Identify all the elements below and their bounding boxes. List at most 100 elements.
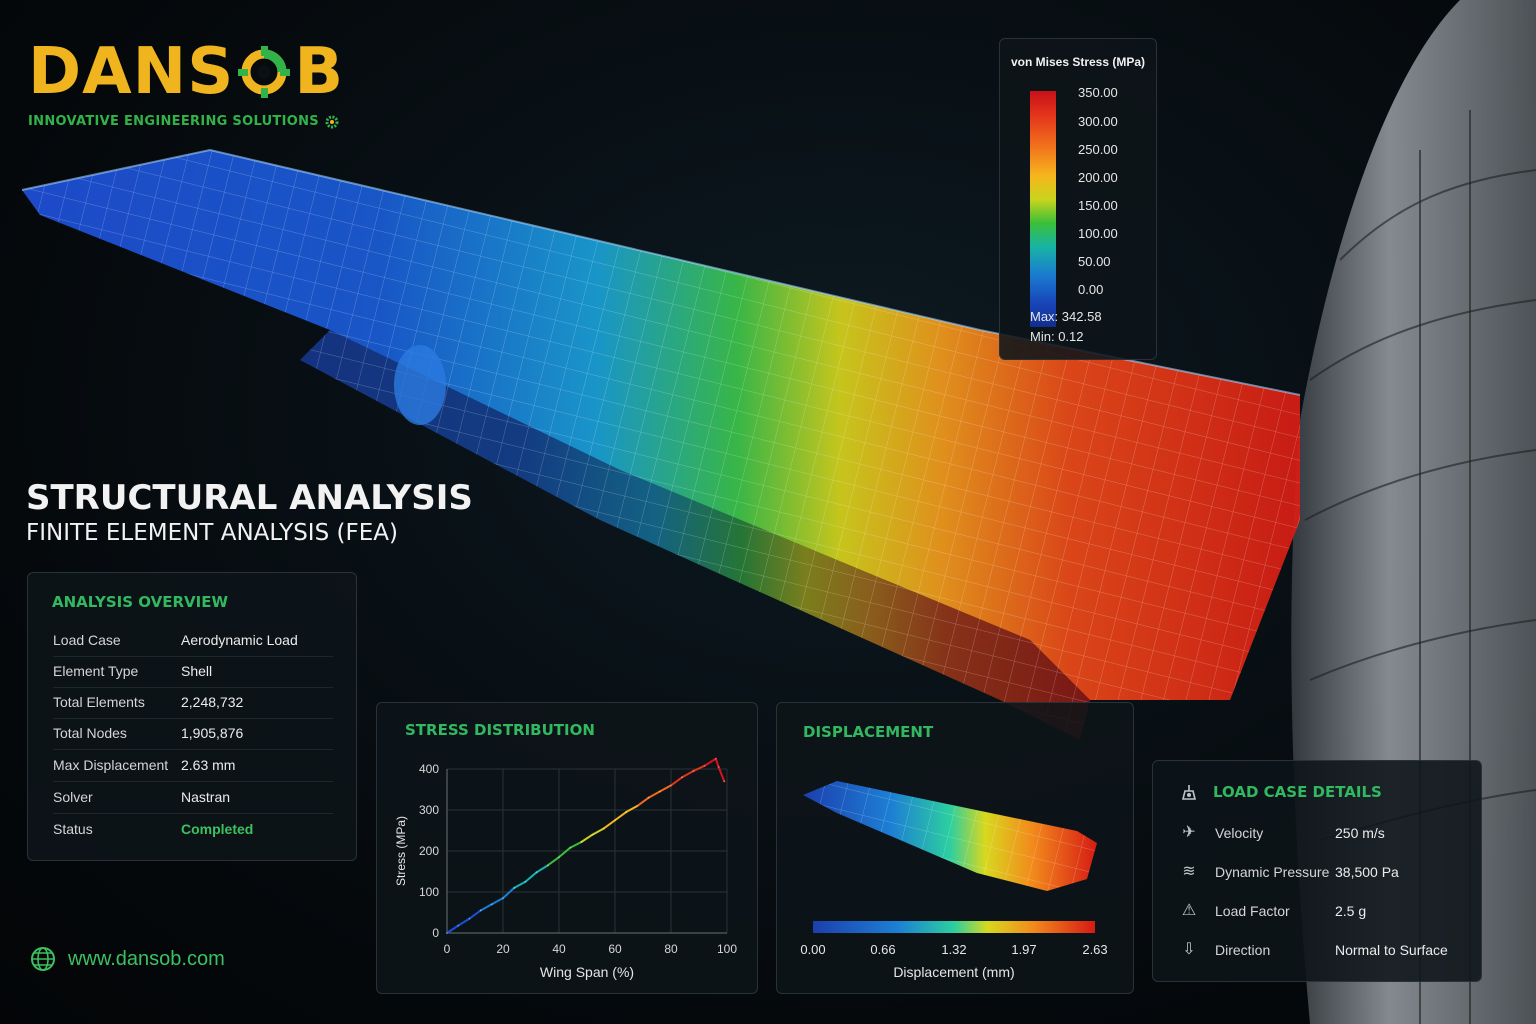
series-segment bbox=[490, 897, 504, 906]
series-segment bbox=[502, 886, 516, 900]
overview-label: Total Elements bbox=[53, 694, 145, 710]
data-point bbox=[446, 932, 448, 934]
data-point bbox=[535, 871, 538, 874]
series-segment bbox=[535, 864, 549, 874]
website-text: www.dansob.com bbox=[68, 947, 225, 970]
series-segment bbox=[446, 924, 460, 934]
series-segment bbox=[658, 784, 672, 793]
load-value: 250 m/s bbox=[1335, 825, 1385, 841]
data-point bbox=[658, 790, 661, 793]
legend-max-value: 342.58 bbox=[1061, 309, 1102, 324]
legend-tick: 100.00 bbox=[1078, 226, 1118, 241]
load-label: Dynamic Pressure bbox=[1215, 864, 1330, 880]
load-case-panel: LOAD CASE DETAILS ✈ Velocity 250 m/s ≋ Dyna… bbox=[1152, 760, 1482, 982]
data-point bbox=[602, 827, 605, 830]
displacement-axis-label: Displacement (mm) bbox=[893, 964, 1014, 980]
legend-min-value: 0.12 bbox=[1058, 329, 1084, 344]
overview-label: Load Case bbox=[53, 632, 121, 648]
data-point bbox=[703, 764, 706, 767]
series-segment bbox=[636, 796, 650, 807]
data-point bbox=[546, 864, 549, 867]
y-tick-label: 300 bbox=[419, 803, 439, 817]
data-point bbox=[670, 784, 672, 787]
load-value: 38,500 Pa bbox=[1335, 864, 1399, 880]
logo-text-left: DANS bbox=[28, 35, 235, 109]
overview-value: Aerodynamic Load bbox=[181, 632, 298, 648]
logo-tagline: INNOVATIVE ENGINEERING SOLUTIONS bbox=[28, 114, 344, 129]
data-point bbox=[457, 924, 460, 927]
series-segment bbox=[591, 827, 605, 836]
x-tick-label: 0 bbox=[444, 942, 451, 956]
arrow-down-icon: ⇩ bbox=[1182, 941, 1196, 958]
logo-wordmark: DANS B bbox=[28, 40, 344, 104]
load-row: ≋ Dynamic Pressure 38,500 Pa bbox=[1175, 862, 1465, 886]
y-tick-label: 0 bbox=[432, 926, 439, 940]
page-subtitle: FINITE ELEMENT ANALYSIS (FEA) bbox=[26, 520, 398, 546]
legend-tick: 0.00 bbox=[1078, 282, 1104, 297]
load-value: Normal to Surface bbox=[1335, 942, 1448, 958]
x-axis-label: Wing Span (%) bbox=[540, 964, 634, 980]
legend-min-label: Min: bbox=[1030, 329, 1055, 344]
series-segment bbox=[681, 770, 695, 779]
load-row: ⚠ Load Factor 2.5 g bbox=[1175, 901, 1465, 925]
company-logo: DANS B INNOVATIVE ENGINEERING SOLUTIONS bbox=[28, 40, 344, 129]
series-segment bbox=[647, 790, 661, 799]
series-segment bbox=[479, 903, 493, 912]
overview-row: Total Nodes 1,905,876 bbox=[53, 718, 333, 750]
data-point bbox=[614, 819, 616, 822]
data-point bbox=[513, 887, 516, 889]
x-tick-label: 20 bbox=[496, 942, 510, 956]
series-segment bbox=[457, 917, 471, 927]
displacement-tick: 0.66 bbox=[870, 942, 895, 957]
y-tick-label: 200 bbox=[419, 844, 439, 858]
data-point bbox=[625, 811, 628, 813]
series-segment bbox=[468, 909, 482, 920]
gear-icon bbox=[238, 46, 291, 98]
legend-tick: 50.00 bbox=[1078, 254, 1111, 269]
displacement-tick: 1.32 bbox=[941, 942, 966, 957]
overview-label: Total Nodes bbox=[53, 725, 127, 741]
displaced-wing-mesh bbox=[803, 781, 1097, 891]
series-segment bbox=[670, 776, 684, 787]
load-row: ⇩ Direction Normal to Surface bbox=[1175, 940, 1465, 964]
data-point bbox=[692, 770, 695, 772]
displacement-color-bar bbox=[813, 921, 1095, 933]
y-axis-label: Stress (MPa) bbox=[394, 816, 408, 886]
stress-chart: 0 100 200 300 400 0 20 40 60 80 100 Wing Span (%) St… bbox=[394, 757, 737, 980]
overview-title: ANALYSIS OVERVIEW bbox=[52, 593, 229, 611]
series-segment bbox=[558, 846, 572, 859]
legend-tick: 300.00 bbox=[1078, 114, 1118, 129]
series-segment bbox=[717, 765, 726, 783]
overview-row: Load Case Aerodynamic Load bbox=[53, 625, 333, 657]
data-point bbox=[502, 897, 504, 900]
airplane-icon: ✈ bbox=[1182, 824, 1196, 841]
y-tick-label: 100 bbox=[419, 885, 439, 899]
series-segment bbox=[692, 764, 706, 773]
data-point bbox=[681, 776, 684, 779]
series-segment bbox=[513, 880, 527, 889]
data-point bbox=[647, 796, 650, 799]
website-link[interactable]: www.dansob.com bbox=[30, 946, 225, 972]
data-point bbox=[714, 757, 717, 760]
legend-title: von Mises Stress (MPa) bbox=[1010, 55, 1146, 69]
x-tick-label: 100 bbox=[717, 942, 737, 956]
data-point bbox=[558, 856, 560, 859]
overview-row: Element Type Shell bbox=[53, 656, 333, 688]
load-case-title: LOAD CASE DETAILS bbox=[1213, 783, 1382, 801]
data-point bbox=[479, 909, 482, 912]
small-gear-icon bbox=[325, 115, 339, 128]
data-point bbox=[524, 880, 527, 883]
stress-chart-title: STRESS DISTRIBUTION bbox=[405, 721, 595, 739]
series-segment bbox=[703, 757, 717, 767]
overview-value: 1,905,876 bbox=[181, 725, 244, 741]
legend-max: Max: 342.58 bbox=[1030, 309, 1102, 324]
series-segment bbox=[524, 871, 538, 883]
globe-icon bbox=[31, 947, 55, 971]
overview-label: Element Type bbox=[53, 663, 139, 679]
data-point bbox=[490, 903, 493, 906]
overview-value: 2,248,732 bbox=[181, 694, 244, 710]
overview-value: Shell bbox=[181, 663, 213, 679]
logo-text-right: B bbox=[294, 35, 345, 109]
y-tick-label: 400 bbox=[419, 762, 439, 776]
legend-tick: 150.00 bbox=[1078, 198, 1118, 213]
